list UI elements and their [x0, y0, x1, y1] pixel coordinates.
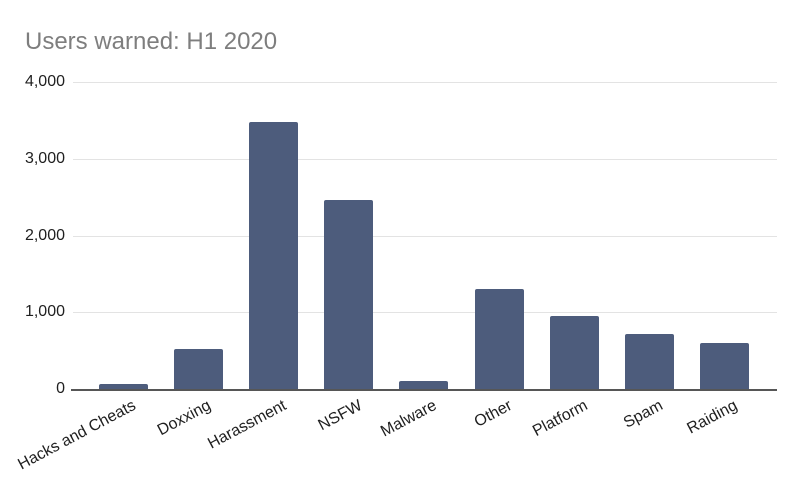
x-axis-label-raiding: Raiding [684, 397, 741, 438]
x-axis-label-nsfw: NSFW [315, 397, 365, 435]
y-axis-tick-label: 4,000 [24, 73, 65, 90]
x-axis-label-other: Other [471, 397, 515, 431]
bar-platform [549, 316, 599, 389]
x-axis-label-spam: Spam [620, 397, 666, 432]
bar-nsfw [324, 200, 374, 389]
gridline-2000 [73, 235, 777, 237]
bar-doxxing [173, 349, 223, 389]
bar-other [474, 289, 524, 389]
chart-title: Users warned: H1 2020 [25, 28, 278, 55]
y-axis-tick-label: 3,000 [24, 149, 65, 167]
y-axis-tick-label: 2,000 [24, 226, 65, 244]
bar-malware [399, 381, 449, 389]
gridline-3000 [73, 158, 777, 160]
x-axis-label-platform: Platform [529, 397, 591, 440]
bar-hacks-and-cheats [98, 384, 148, 389]
x-axis-line [71, 389, 777, 391]
bar-spam [624, 333, 674, 389]
x-axis-label-hacks-and-cheats: Hacks and Cheats [15, 397, 139, 474]
gridline-1000 [73, 312, 777, 314]
bar-raiding [700, 342, 750, 389]
gridline-4000 [73, 82, 777, 83]
y-axis-tick-label: 0 [56, 380, 65, 397]
x-axis-label-doxxing: Doxxing [155, 397, 215, 440]
y-axis-tick-label: 1,000 [24, 303, 65, 321]
bar-harassment [248, 121, 298, 389]
x-axis-label-malware: Malware [378, 397, 440, 441]
x-axis-label-harassment: Harassment [205, 397, 290, 453]
